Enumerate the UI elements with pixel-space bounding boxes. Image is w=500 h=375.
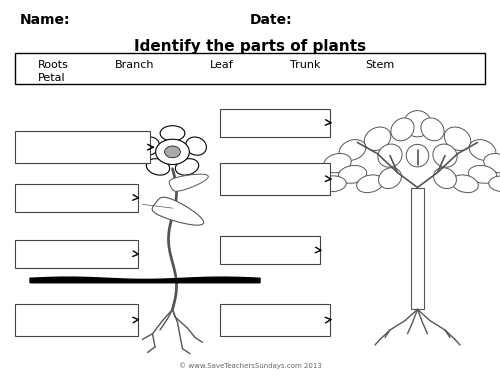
Text: Stem: Stem: [365, 60, 394, 69]
Ellipse shape: [433, 144, 457, 167]
Ellipse shape: [404, 111, 431, 137]
Ellipse shape: [378, 168, 402, 189]
Bar: [15, 184, 138, 212]
Bar: [220, 236, 320, 264]
Ellipse shape: [406, 144, 429, 167]
Bar: [15, 240, 138, 268]
Ellipse shape: [319, 176, 346, 192]
Ellipse shape: [378, 144, 402, 167]
Bar: [15, 53, 485, 84]
Ellipse shape: [434, 168, 456, 189]
Ellipse shape: [489, 176, 500, 192]
Polygon shape: [169, 174, 208, 191]
Text: Branch: Branch: [115, 60, 154, 69]
Bar: [411, 188, 424, 309]
Ellipse shape: [468, 165, 496, 183]
Bar: [220, 304, 330, 336]
Ellipse shape: [176, 159, 199, 175]
Text: © www.SaveTeachersSundays.com 2013: © www.SaveTeachersSundays.com 2013: [178, 363, 322, 369]
Ellipse shape: [338, 165, 366, 183]
Ellipse shape: [356, 175, 384, 193]
Polygon shape: [152, 197, 204, 225]
Text: Leaf: Leaf: [210, 60, 234, 69]
Polygon shape: [30, 277, 260, 283]
Ellipse shape: [186, 137, 206, 155]
Ellipse shape: [452, 175, 478, 193]
Bar: [220, 163, 330, 195]
Bar: [15, 304, 138, 336]
Circle shape: [156, 139, 190, 165]
Ellipse shape: [364, 127, 390, 150]
Ellipse shape: [444, 127, 470, 150]
Text: Date:: Date:: [250, 13, 292, 27]
Text: Name:: Name:: [20, 13, 70, 27]
Ellipse shape: [469, 140, 496, 160]
Ellipse shape: [138, 137, 160, 155]
Text: Identify the parts of plants: Identify the parts of plants: [134, 39, 366, 54]
Ellipse shape: [391, 118, 414, 141]
Ellipse shape: [146, 159, 170, 175]
Ellipse shape: [324, 153, 351, 173]
Text: Petal: Petal: [38, 73, 65, 82]
Ellipse shape: [484, 153, 500, 173]
Text: Trunk: Trunk: [290, 60, 320, 69]
Ellipse shape: [421, 118, 444, 141]
Bar: [220, 109, 330, 137]
Text: Roots: Roots: [38, 60, 68, 69]
Bar: [15, 131, 150, 163]
Ellipse shape: [339, 140, 366, 160]
Circle shape: [164, 146, 180, 158]
Ellipse shape: [160, 126, 185, 141]
